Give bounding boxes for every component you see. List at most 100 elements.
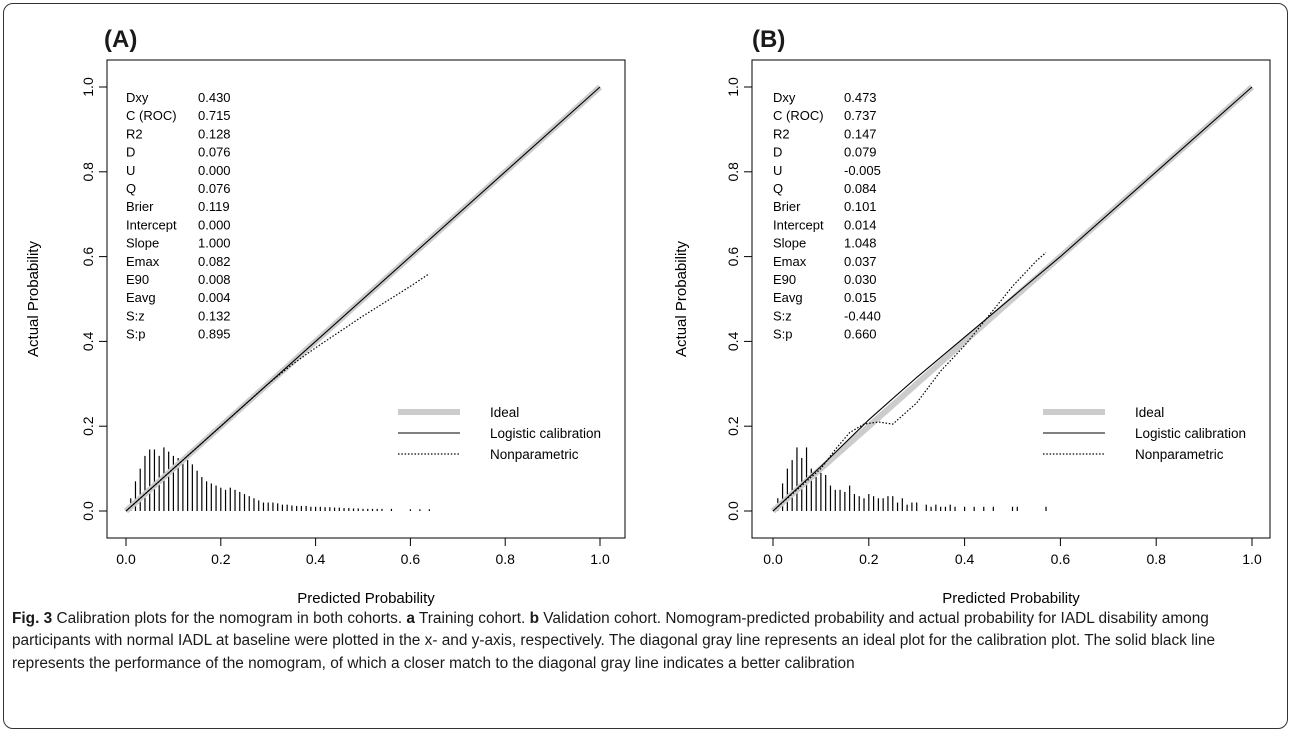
- legend-label: Logistic calibration: [490, 426, 601, 441]
- stat-value: 0.076: [198, 181, 231, 196]
- stat-name: Eavg: [126, 290, 156, 305]
- caption-intro: Calibration plots for the nomogram in bo…: [52, 610, 407, 627]
- stat-value: 0.895: [198, 327, 231, 342]
- panel-label: (B): [752, 26, 785, 53]
- stat-value: 0.008: [198, 272, 231, 287]
- stat-name: Eavg: [773, 290, 803, 305]
- x-tick-label: 1.0: [590, 551, 610, 567]
- plot-data-area: [771, 84, 1254, 514]
- stat-name: Slope: [773, 236, 806, 251]
- figure-caption: Fig. 3 Calibration plots for the nomogra…: [12, 608, 1277, 675]
- stat-name: Intercept: [126, 217, 177, 232]
- series-line-nonparametric: [772, 251, 1047, 512]
- stat-value: 0.128: [198, 126, 231, 141]
- stat-name: U: [773, 163, 782, 178]
- stat-name: Intercept: [773, 217, 824, 232]
- y-tick-label: 0.0: [725, 501, 741, 521]
- stat-name: Emax: [126, 254, 160, 269]
- figure-frame: [3, 3, 1288, 729]
- legend-label: Nonparametric: [1135, 447, 1224, 462]
- legend-label: Logistic calibration: [1135, 426, 1246, 441]
- x-tick-label: 0.6: [401, 551, 421, 567]
- y-tick-label: 0.6: [80, 247, 96, 267]
- stat-value: -0.440: [844, 308, 881, 323]
- stat-name: Brier: [773, 199, 801, 214]
- stat-name: Brier: [126, 199, 154, 214]
- panel-label: (A): [104, 26, 137, 53]
- stat-name: S:p: [126, 327, 146, 342]
- stat-value: 0.004: [198, 290, 231, 305]
- x-tick-label: 0.4: [955, 551, 975, 567]
- stat-name: S:z: [126, 308, 145, 323]
- y-axis-label: Actual Probability: [673, 241, 690, 357]
- caption-b-text: Validation cohort. Nomogram-predicted pr…: [12, 610, 1216, 672]
- x-tick-label: 0.2: [211, 551, 231, 567]
- x-tick-label: 0.8: [1146, 551, 1166, 567]
- plot-frame: [751, 59, 1271, 539]
- stat-name: Slope: [126, 236, 159, 251]
- stat-value: 0.030: [844, 272, 877, 287]
- stat-value: 1.048: [844, 236, 877, 251]
- stat-name: D: [126, 145, 135, 160]
- stat-value: 0.014: [844, 217, 877, 232]
- stat-value: 0.084: [844, 181, 877, 196]
- stat-value: 0.079: [844, 145, 877, 160]
- y-tick-label: 0.6: [725, 247, 741, 267]
- plot-data-area: [123, 84, 603, 514]
- calibration-panel-a: (A) 0.0 0.2 0.4 0.6 0.8 1.0 0.0 0.2 0.4 0.6 0.8 1.0 P…: [25, 26, 626, 607]
- stat-name: E90: [126, 272, 149, 287]
- stat-value: 0.101: [844, 199, 877, 214]
- calibration-figure: (A) 0.0 0.2 0.4 0.6 0.8 1.0 0.0 0.2 0.4 0.6 0.8 1.0 P…: [25, 26, 1271, 607]
- stat-name: E90: [773, 272, 796, 287]
- stat-value: 0.430: [198, 90, 231, 105]
- stat-name: Dxy: [126, 90, 149, 105]
- y-tick-label: 0.2: [80, 416, 96, 436]
- x-axis-label: Predicted Probability: [297, 590, 435, 607]
- x-tick-label: 0.4: [306, 551, 326, 567]
- x-tick-label: 1.0: [1242, 551, 1262, 567]
- stat-value: 0.147: [844, 126, 877, 141]
- stat-name: C (ROC): [773, 108, 824, 123]
- series-line-nonparametric: [125, 273, 430, 512]
- stat-value: 0.473: [844, 90, 877, 105]
- stat-name: D: [773, 145, 782, 160]
- stat-value: 0.737: [844, 108, 877, 123]
- stat-value: 0.000: [198, 217, 231, 232]
- stat-name: S:p: [773, 327, 793, 342]
- stat-name: R2: [126, 126, 143, 141]
- legend-label: Ideal: [490, 405, 519, 420]
- x-tick-label: 0.2: [859, 551, 879, 567]
- stat-name: R2: [773, 126, 790, 141]
- x-tick-label: 0.0: [763, 551, 783, 567]
- y-tick-label: 0.8: [80, 162, 96, 182]
- y-axis-label: Actual Probability: [25, 241, 42, 357]
- stat-name: Emax: [773, 254, 807, 269]
- stat-name: S:z: [773, 308, 792, 323]
- caption-figure-label: Fig. 3: [12, 610, 53, 627]
- stat-name: U: [126, 163, 135, 178]
- stat-name: Q: [126, 181, 136, 196]
- x-tick-label: 0.6: [1051, 551, 1071, 567]
- stat-value: 0.132: [198, 308, 231, 323]
- stat-value: 0.076: [198, 145, 231, 160]
- x-tick-label: 0.0: [116, 551, 136, 567]
- y-tick-label: 0.0: [80, 501, 96, 521]
- stat-value: 0.660: [844, 327, 877, 342]
- x-axis-label: Predicted Probability: [942, 590, 1080, 607]
- stat-value: 0.000: [198, 163, 231, 178]
- plot-frame: [106, 59, 626, 539]
- stat-value: 0.715: [198, 108, 231, 123]
- caption-a-text: Training cohort.: [414, 610, 530, 627]
- y-tick-label: 1.0: [725, 77, 741, 97]
- x-tick-label: 0.8: [495, 551, 515, 567]
- stat-name: Dxy: [773, 90, 796, 105]
- calibration-panel-b: (B) 0.0 0.2 0.4 0.6 0.8 1.0 0.0 0.2 0.4 0.6 0.8 1.0 P…: [673, 26, 1271, 607]
- legend-label: Ideal: [1135, 405, 1164, 420]
- caption-b-label: b: [529, 610, 539, 627]
- series-line-logistic-calibration: [772, 86, 1253, 512]
- legend-label: Nonparametric: [490, 447, 579, 462]
- stat-value: 0.037: [844, 254, 877, 269]
- y-tick-label: 0.4: [80, 331, 96, 351]
- caption-a-label: a: [406, 610, 415, 627]
- y-tick-label: 1.0: [80, 77, 96, 97]
